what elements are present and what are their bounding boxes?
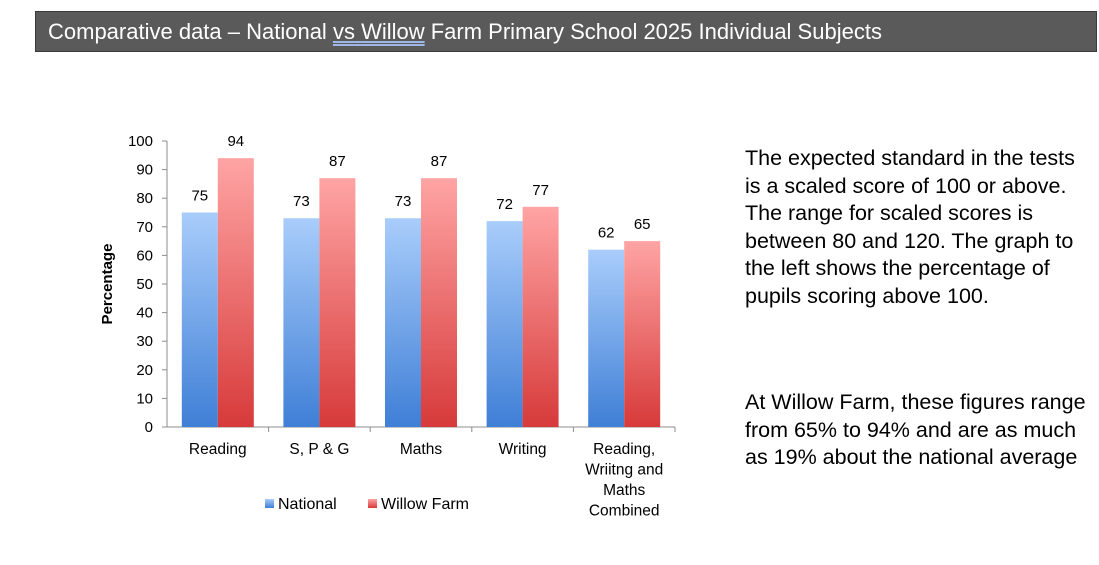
x-category-label: Writing <box>499 441 547 458</box>
x-category-label: Maths <box>603 482 645 499</box>
bar-willow-farm <box>522 206 559 427</box>
bar-national <box>283 218 320 427</box>
y-tick-label: 70 <box>136 219 153 236</box>
title-part-rest: Farm Primary School 2025 Individual Subj… <box>424 19 882 44</box>
y-tick-label: 90 <box>136 162 153 179</box>
bar-willow-farm <box>319 178 356 427</box>
y-tick-label: 0 <box>145 419 153 436</box>
data-label-national: 75 <box>191 188 208 205</box>
legend-national-label: National <box>278 496 337 513</box>
chart-legend: National Willow Farm <box>265 496 469 513</box>
data-label-national: 73 <box>293 193 310 210</box>
data-label-willow-farm: 94 <box>227 133 244 150</box>
title-part-vs: vs <box>332 19 355 44</box>
y-tick-label: 100 <box>128 133 153 150</box>
x-category-label: Reading <box>189 441 247 458</box>
chart-labels: 0 10 20 30 40 50 60 70 80 90 100 Percentage 75 94 Read… <box>99 133 663 520</box>
bar-willow-farm <box>217 158 254 427</box>
y-tick-label: 20 <box>136 362 153 379</box>
x-category-label: Combined <box>589 503 660 520</box>
y-tick-label: 50 <box>136 276 153 293</box>
bar-willow-farm <box>421 178 457 427</box>
bar-national <box>385 218 421 427</box>
bar-willow-farm <box>624 241 661 427</box>
y-tick-label: 40 <box>136 305 153 322</box>
legend-willow-farm-label: Willow Farm <box>381 496 469 513</box>
title-part-willow: Willow <box>361 19 425 44</box>
data-label-willow-farm: 65 <box>634 216 651 233</box>
bar-national <box>588 249 625 427</box>
bar-national <box>181 212 218 427</box>
data-label-willow-farm: 87 <box>329 153 346 170</box>
legend-willow-farm-swatch <box>368 499 377 508</box>
data-label-willow-farm: 77 <box>532 182 549 199</box>
y-axis-title: Percentage <box>99 244 116 325</box>
y-tick-label: 60 <box>136 247 153 264</box>
y-tick-label: 10 <box>136 390 153 407</box>
title-part-1: Comparative data – National <box>48 19 333 44</box>
slide-title: Comparative data – National vs Willow Fa… <box>35 11 1097 52</box>
y-tick-label: 80 <box>136 190 153 207</box>
x-category-label: Maths <box>400 441 442 458</box>
x-category-label: S, P & G <box>289 441 349 458</box>
data-label-national: 72 <box>496 196 513 213</box>
summary-paragraph: At Willow Farm, these figures range from… <box>745 390 1086 469</box>
data-label-willow-farm: 87 <box>431 153 448 170</box>
bar-chart: 0 10 20 30 40 50 60 70 80 90 100 Percentage 75 94 Read… <box>99 133 676 520</box>
x-category-label: Reading, <box>593 441 655 458</box>
bar-national <box>486 221 523 427</box>
x-category-label: Wriitng and <box>585 462 663 479</box>
explanation-paragraph: The expected standard in the tests is a … <box>745 146 1075 308</box>
legend-national-swatch <box>265 499 274 508</box>
data-label-national: 73 <box>395 193 412 210</box>
data-label-national: 62 <box>598 225 615 242</box>
y-tick-label: 30 <box>136 333 153 350</box>
chart-bars <box>181 158 661 427</box>
